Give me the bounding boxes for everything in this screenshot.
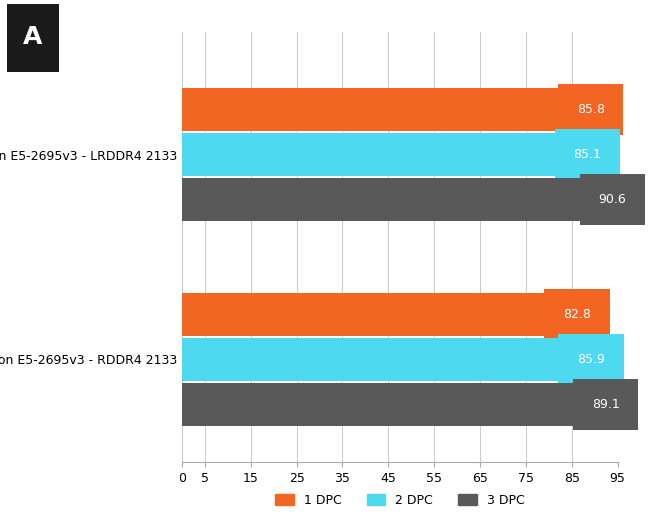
Bar <box>182 88 575 131</box>
Legend: 1 DPC, 2 DPC, 3 DPC: 1 DPC, 2 DPC, 3 DPC <box>270 489 530 512</box>
Text: 90.6: 90.6 <box>599 193 627 206</box>
Text: ns, Lower Is Better: ns, Lower Is Better <box>75 48 192 61</box>
Bar <box>182 178 597 221</box>
Text: 85.1: 85.1 <box>573 148 601 161</box>
Text: 85.9: 85.9 <box>577 353 605 366</box>
Bar <box>182 293 562 336</box>
Bar <box>182 338 576 381</box>
FancyBboxPatch shape <box>6 4 58 72</box>
Bar <box>182 133 572 176</box>
Text: Dual Random Read Latency: Dual Random Read Latency <box>75 12 419 32</box>
Text: 89.1: 89.1 <box>592 398 619 411</box>
Text: 82.8: 82.8 <box>563 308 591 321</box>
Text: 85.8: 85.8 <box>577 103 604 116</box>
Text: A: A <box>23 25 42 48</box>
Bar <box>182 383 590 426</box>
